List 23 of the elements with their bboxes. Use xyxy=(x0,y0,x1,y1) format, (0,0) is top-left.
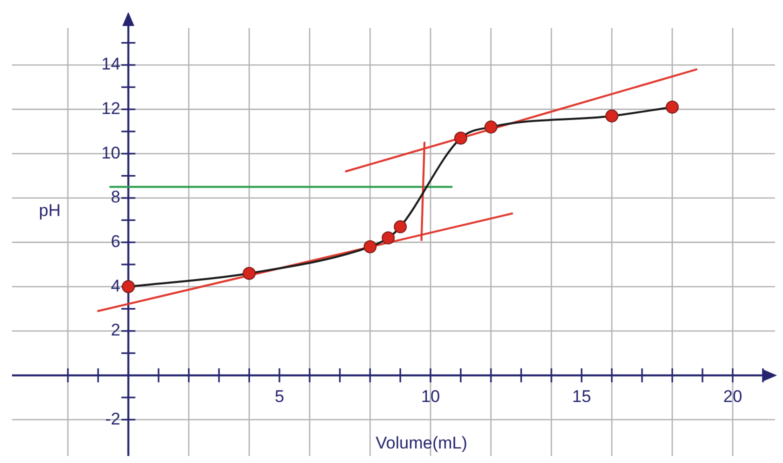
point xyxy=(242,266,256,280)
y-tick-label: -2 xyxy=(105,409,120,428)
y-axis-title: pH xyxy=(38,200,61,220)
point xyxy=(364,240,377,254)
point xyxy=(605,109,618,122)
y-tick-label: 12 xyxy=(101,99,120,118)
point xyxy=(454,132,468,145)
x-tick-label: 10 xyxy=(421,387,440,406)
y-tick-label: 4 xyxy=(110,276,120,296)
x-tick-label: 15 xyxy=(572,387,592,406)
y-tick-label: 14 xyxy=(101,54,120,74)
point xyxy=(666,100,679,114)
y-tick-label: 8 xyxy=(110,188,120,207)
x-tick-label: 5 xyxy=(274,387,284,406)
x-tick-label: 20 xyxy=(723,387,742,406)
point xyxy=(484,120,498,134)
y-tick-label: 6 xyxy=(110,232,120,251)
point xyxy=(382,231,395,244)
y-tick-label: 10 xyxy=(101,143,120,162)
y-tick-label: 2 xyxy=(110,320,120,340)
point xyxy=(122,280,135,294)
point xyxy=(394,220,407,234)
x-axis-title: Volume(mL) xyxy=(376,434,468,453)
